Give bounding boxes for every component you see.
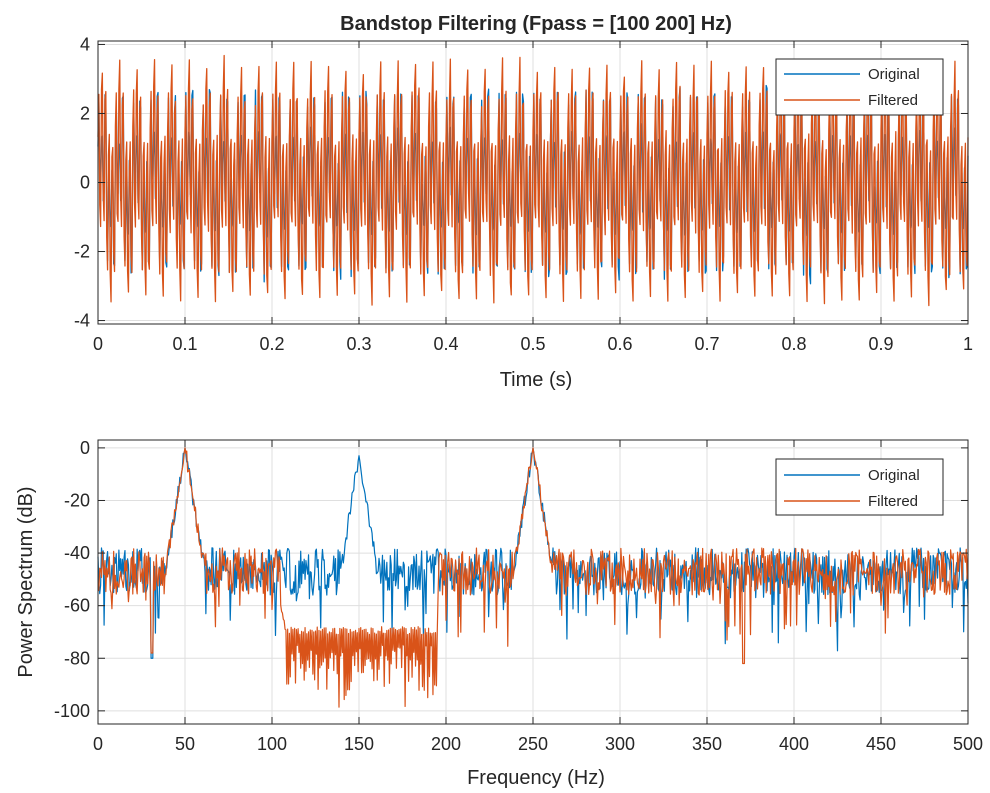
y-tick-label: -60 — [64, 596, 90, 616]
x-tick-label: 150 — [344, 734, 374, 754]
y-tick-label: 4 — [80, 34, 90, 54]
series-line-filtered — [97, 54, 969, 307]
x-tick-label: 300 — [605, 734, 635, 754]
series-lines — [97, 54, 969, 307]
x-tick-label: 0.6 — [607, 334, 632, 354]
y-tick-label: 0 — [80, 438, 90, 458]
legend-label-original: Original — [868, 467, 920, 484]
x-tick-label: 0 — [93, 734, 103, 754]
x-tick-label: 200 — [431, 734, 461, 754]
legend-box — [775, 58, 944, 116]
y-tick-label: 0 — [80, 173, 90, 193]
series-line-filtered — [97, 447, 969, 708]
x-tick-label: 0.7 — [694, 334, 719, 354]
x-axis-label: Frequency (Hz) — [467, 767, 605, 789]
time-domain-panel: 0 0.1 0.2 0.3 0.4 0.5 0.6 0.7 0.8 0.9 1 -4 -2 0 2 4 Ba… — [74, 13, 973, 391]
x-tick-label: 0.8 — [781, 334, 806, 354]
y-axis-label: Power Spectrum (dB) — [15, 486, 37, 677]
x-tick-label: 250 — [518, 734, 548, 754]
series-lines — [97, 447, 969, 708]
x-tick-label: 0.3 — [346, 334, 371, 354]
legend: Original Filtered — [775, 458, 944, 516]
legend-box — [775, 458, 944, 516]
x-axis-label: Time (s) — [500, 369, 573, 391]
x-tick-label: 450 — [866, 734, 896, 754]
x-ticks: 0 50 100 150 200 250 300 350 400 450 500 — [93, 440, 983, 754]
x-tick-label: 1 — [963, 334, 973, 354]
x-tick-label: 500 — [953, 734, 983, 754]
chart-title: Bandstop Filtering (Fpass = [100 200] Hz… — [340, 13, 732, 35]
legend-label-filtered: Filtered — [868, 92, 918, 109]
legend-label-original: Original — [868, 66, 920, 83]
x-tick-label: 0.2 — [259, 334, 284, 354]
y-tick-label: -20 — [64, 490, 90, 510]
y-tick-label: -80 — [64, 648, 90, 668]
x-tick-label: 0.9 — [868, 334, 893, 354]
y-tick-label: -40 — [64, 543, 90, 563]
x-tick-label: 100 — [257, 734, 287, 754]
y-tick-label: 2 — [80, 103, 90, 123]
y-ticks: -4 -2 0 2 4 — [74, 34, 968, 331]
y-tick-label: -2 — [74, 242, 90, 262]
x-tick-label: 400 — [779, 734, 809, 754]
x-tick-label: 350 — [692, 734, 722, 754]
x-tick-label: 0.1 — [172, 334, 197, 354]
y-tick-label: -4 — [74, 311, 90, 331]
legend: Original Filtered — [775, 58, 944, 116]
x-tick-label: 50 — [175, 734, 195, 754]
y-tick-label: -100 — [54, 701, 90, 721]
legend-label-filtered: Filtered — [868, 493, 918, 510]
x-tick-label: 0.5 — [520, 334, 545, 354]
x-tick-label: 0.4 — [433, 334, 458, 354]
y-ticks: -100 -80 -60 -40 -20 0 — [54, 438, 968, 721]
frequency-domain-panel: 0 50 100 150 200 250 300 350 400 450 500 -100 -80 -6… — [15, 438, 983, 789]
x-tick-label: 0 — [93, 334, 103, 354]
